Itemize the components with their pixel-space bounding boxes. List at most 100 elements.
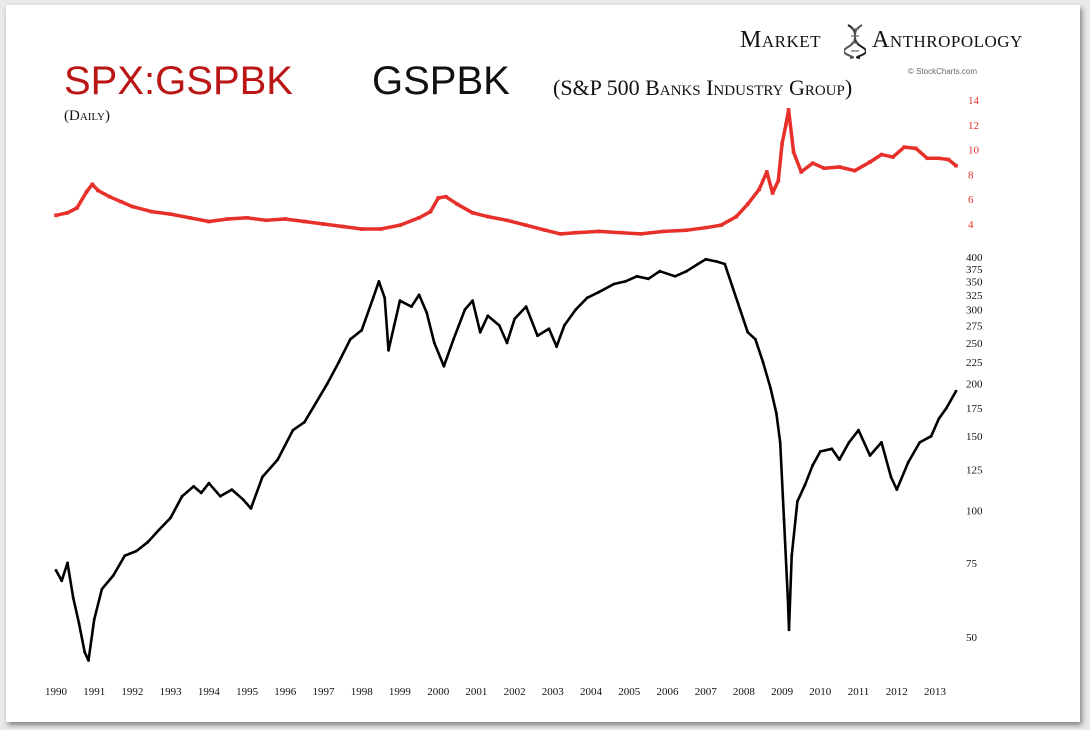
x-tick-1992: 1992 xyxy=(121,686,143,698)
ratio-point-24 xyxy=(428,209,433,214)
gspbk-point-54 xyxy=(555,345,558,348)
gspbk-point-62 xyxy=(647,277,650,281)
x-tick-1993: 1993 xyxy=(160,686,183,698)
ratio-point-6 xyxy=(107,194,112,199)
gspbk-point-63 xyxy=(658,269,662,273)
gspbk-point-0 xyxy=(54,569,58,572)
price-y-tick-375: 375 xyxy=(966,264,983,276)
gspbk-point-53 xyxy=(547,327,551,331)
ratio-point-41 xyxy=(719,223,723,227)
ratio-point-56 xyxy=(852,168,857,173)
gspbk-point-20 xyxy=(230,488,234,491)
gspbk-point-70 xyxy=(731,285,734,289)
gspbk-series-line xyxy=(54,258,958,662)
ratio-point-47 xyxy=(776,178,781,183)
gspbk-point-89 xyxy=(857,428,860,432)
x-tick-2013: 2013 xyxy=(924,686,947,698)
gspbk-point-91 xyxy=(880,441,883,444)
gspbk-point-52 xyxy=(536,334,539,338)
ratio-point-53 xyxy=(810,161,815,165)
gspbk-point-86 xyxy=(830,447,834,451)
ratio-point-16 xyxy=(283,217,288,221)
x-tick-2005: 2005 xyxy=(618,686,641,698)
ratio-point-10 xyxy=(168,212,173,216)
gspbk-point-77 xyxy=(778,441,782,444)
gspbk-point-99 xyxy=(954,389,958,393)
chart-title-symbol: GSPBK xyxy=(372,59,510,103)
x-tick-1997: 1997 xyxy=(313,686,336,698)
gspbk-point-87 xyxy=(838,458,841,461)
ratio-point-39 xyxy=(684,228,689,232)
gspbk-point-44 xyxy=(463,308,467,311)
chart-period: (Daily) xyxy=(64,108,110,124)
gspbk-point-67 xyxy=(704,257,708,261)
ratio-point-54 xyxy=(822,166,826,170)
gspbk-point-43 xyxy=(452,337,455,341)
gspbk-point-21 xyxy=(241,498,245,502)
gspbk-point-9 xyxy=(111,574,115,577)
ratio-point-12 xyxy=(207,219,211,224)
gspbk-point-76 xyxy=(775,412,778,415)
gspbk-point-39 xyxy=(417,293,421,297)
gspbk-point-81 xyxy=(790,554,794,558)
ratio-point-1 xyxy=(65,211,70,215)
ratio-point-17 xyxy=(302,219,307,224)
chart-title-description: (S&P 500 Banks Industry Group) xyxy=(553,75,853,100)
gspbk-point-94 xyxy=(906,461,910,464)
gspbk-point-11 xyxy=(134,549,138,553)
gspbk-point-59 xyxy=(612,282,616,286)
gspbk-point-83 xyxy=(803,483,807,487)
chart-title-ticker: SPX:GSPBK xyxy=(64,59,293,103)
ratio-point-60 xyxy=(902,145,907,149)
gspbk-point-84 xyxy=(811,463,815,467)
x-tick-2002: 2002 xyxy=(504,686,526,698)
ratio-point-63 xyxy=(937,156,941,161)
ratio-point-4 xyxy=(90,182,95,187)
gspbk-point-14 xyxy=(169,516,173,520)
ratio-y-tick-8: 8 xyxy=(968,169,974,181)
gspbk-point-69 xyxy=(723,262,727,266)
ratio-point-11 xyxy=(188,216,192,220)
ratio-point-28 xyxy=(470,211,475,215)
price-y-tick-225: 225 xyxy=(966,357,983,369)
gspbk-point-8 xyxy=(100,587,104,591)
x-tick-1991: 1991 xyxy=(83,686,105,698)
gspbk-point-66 xyxy=(696,262,700,266)
gspbk-point-2 xyxy=(66,561,69,565)
gspbk-point-16 xyxy=(192,485,196,488)
ratio-point-13 xyxy=(226,217,230,221)
gspbk-point-50 xyxy=(513,317,516,321)
gspbk-point-74 xyxy=(761,360,765,364)
gspbk-point-32 xyxy=(371,296,375,300)
ratio-point-30 xyxy=(505,218,509,223)
ratio-point-43 xyxy=(745,202,750,206)
gspbk-point-42 xyxy=(442,364,446,368)
ratio-y-tick-6: 6 xyxy=(968,194,974,206)
stock-chart: 4 6 8 10 12 14 50 75 100 125 150 175 200 225 250 275 300… xyxy=(45,95,983,698)
ratio-point-65 xyxy=(954,163,958,168)
gspbk-point-6 xyxy=(87,659,90,662)
price-y-tick-175: 175 xyxy=(966,403,983,415)
gspbk-point-48 xyxy=(497,324,501,327)
price-y-tick-50: 50 xyxy=(966,632,978,644)
dna-helix-icon xyxy=(844,24,866,59)
ratio-point-48 xyxy=(780,141,784,146)
gspbk-point-65 xyxy=(685,269,688,273)
gspbk-point-98 xyxy=(945,406,948,410)
chart-frame: 4 6 8 10 12 14 50 75 100 125 150 175 200 225 250 275 300… xyxy=(6,5,1080,722)
gspbk-point-29 xyxy=(337,360,341,364)
gspbk-point-7 xyxy=(92,618,96,621)
gspbk-point-24 xyxy=(276,458,280,461)
ratio-point-9 xyxy=(149,209,154,214)
gspbk-point-28 xyxy=(325,382,329,386)
x-tick-2000: 2000 xyxy=(427,686,450,698)
gspbk-point-71 xyxy=(738,308,742,311)
ratio-point-34 xyxy=(573,230,578,235)
price-y-tick-325: 325 xyxy=(966,290,983,302)
gspbk-point-34 xyxy=(383,296,387,300)
ratio-point-59 xyxy=(891,155,895,159)
gspbk-point-82 xyxy=(796,500,799,503)
ratio-point-0 xyxy=(54,213,58,218)
gspbk-point-45 xyxy=(471,299,474,303)
ratio-point-35 xyxy=(596,229,601,234)
